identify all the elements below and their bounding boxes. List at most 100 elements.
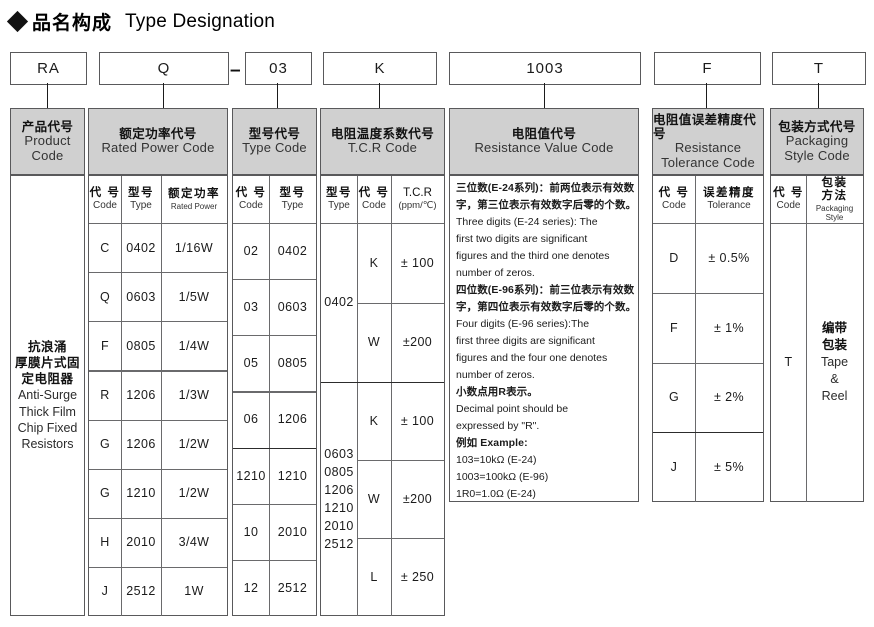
subheader-tcr-value-unit: (ppm/℃) [398,199,437,211]
pkg-en-3: Reel [821,388,848,403]
subheader-pkg-style-cn-2: 方法 [821,190,848,203]
subheader-pkg-style-en-1: Packaging [815,203,854,213]
header-tcr-cn: 电阻温度系数代号 [330,127,435,142]
resistance-desc-line: expressed by "R". [456,420,540,432]
row-divider [653,292,763,294]
cell-line: 0805 [324,464,354,479]
header-product-code-en-1: Product [24,132,71,148]
resistance-desc-line: 103=10kΩ (E-24) [456,454,537,466]
type-code-type-cell: 2512 [277,580,308,595]
header-packaging-style-code: 包装方式代号 Packaging Style Code [770,108,864,175]
type-code-type-cell: 0603 [277,300,308,315]
resistance-desc-line: 小数点用R表示。 [456,386,538,398]
subheader-tcr-value: T.C.R (ppm/℃) [391,176,444,223]
rated-power-type-cell: 2010 [126,535,156,550]
packaging-style-value: 编带 包装 Tape & Reel [806,223,863,502]
subheader-type-code-type: 型号 Type [269,176,316,223]
resistance-desc-line: number of zeros. [456,369,535,381]
row-divider [89,517,227,519]
resistance-desc-line: Decimal point should be [456,403,569,415]
row-divider [321,382,444,384]
subheader-rp-power-en: Rated Power [170,201,218,211]
product-desc-cn-3: 定电阻器 [21,372,74,387]
resistance-desc-line: 字，第三位表示有效数字后零的个数。 [456,199,637,211]
divider-rp-subheader [89,223,227,225]
header-pkg-en-1: Packaging [785,132,849,148]
product-desc-en-2: Thick Film [19,404,76,419]
row-divider [89,321,227,323]
connector-line-product [47,83,49,108]
header-tcr-en: T.C.R Code [347,140,418,156]
rated-power-type-cell: 0402 [126,240,156,255]
body-rated-power [88,175,228,616]
pn-box-tcr-code: K [323,52,437,85]
pkg-en-2: & [830,371,839,386]
resistance-desc-line: number of zeros. [456,267,535,279]
subheader-tcr-code: 代 号 Code [357,176,391,223]
header-rated-power-code: 额定功率代号 Rated Power Code [88,108,228,175]
resistance-desc-line: first three digits are significant [456,335,595,347]
body-packaging [770,175,864,502]
subheader-packaging-code: 代 号 Code [771,176,806,223]
tcr-value-cell: ±200 [402,491,433,506]
subheader-tcr-code-cn: 代 号 [358,187,390,200]
subheader-tolerance-code: 代 号 Code [653,176,695,223]
subheader-rp-power-cn: 额定功率 [168,188,220,201]
rated-power-type-cell: 1206 [126,387,156,402]
header-rated-power-en: Rated Power Code [101,140,215,156]
connector-line-tcr [379,83,381,108]
subheader-rated-power-type: 型号 Type [121,176,161,223]
black-diamond-icon [6,10,29,33]
rated-power-type-cell: 1206 [126,437,156,451]
subheader-pkg-style-en-2: Style [825,212,844,222]
pn-box-rated-power-code: Q [99,52,229,85]
resistance-desc-line: figures and the third one denotes [456,250,610,262]
divider-tc-1 [269,176,271,616]
tolerance-code-cell: G [668,390,680,405]
type-code-code-cell: 10 [243,524,259,539]
body-type-code [232,175,317,616]
rated-power-value-cell: 1/4W [178,338,210,353]
type-code-code-cell: 05 [243,356,259,371]
resistance-desc-line: 1003=100kΩ (E-96) [456,471,549,483]
tcr-type-cell: 0402 [324,295,354,310]
subheader-tcr-code-en: Code [362,200,386,212]
product-code-description: 抗浪涌 厚膜片式固 定电阻器 Anti-Surge Thick Film Chi… [10,175,85,616]
row-divider [233,503,316,505]
resistance-desc-line: first two digits are significant [456,233,588,245]
tcr-value-cell: ± 250 [400,569,435,584]
divider-tol-1 [695,176,697,502]
pkg-cn-1: 编带 [821,321,847,336]
header-product-code: 产品代号 Product Code [10,108,85,175]
subheader-tcr-type-cn: 型号 [326,187,352,200]
pn-box-resistance-value-code: 1003 [449,52,641,85]
cell-line: 1210 [324,501,354,515]
row-divider [653,362,763,364]
body-tolerance [652,175,764,502]
rated-power-code-cell: H [100,535,110,550]
resistance-desc-line: 四位数(E-96系列)：前三位表示有效数 [456,284,635,296]
divider-tol-subheader [653,223,763,225]
type-code-code-cell: 06 [243,412,259,427]
tolerance-code-cell: D [669,250,679,265]
product-desc-en-4: Resistors [21,437,74,452]
subheader-tc-type-cn: 型号 [279,187,306,200]
subheader-tol-value-cn: 误差精度 [703,187,755,200]
pn-box-tolerance-code: F [654,52,761,85]
divider-tcr-2 [391,176,393,616]
page-title-cn: 品名构成 [32,13,113,34]
rated-power-code-cell: Q [99,289,111,304]
connector-line-rated-power [163,83,165,108]
product-desc-en-1: Anti-Surge [17,388,78,403]
tcr-value-cell: ± 100 [400,413,435,428]
header-type-code: 型号代号 Type Code [232,108,317,175]
header-tolerance-code: 电阻值误差精度代号 Resistance Tolerance Code [652,108,764,175]
rated-power-type-cell: 1210 [126,486,156,501]
page-title: 品名构成 Type Designation [6,8,275,35]
resistance-desc-line: Four digits (E-96 series):The [456,318,590,330]
divider-rp-2 [161,176,163,616]
rated-power-value-cell: 1/2W [178,437,210,451]
connector-line-packaging [818,83,820,108]
tolerance-value-cell: ± 0.5% [708,250,750,265]
divider-tc-subheader [233,223,316,225]
